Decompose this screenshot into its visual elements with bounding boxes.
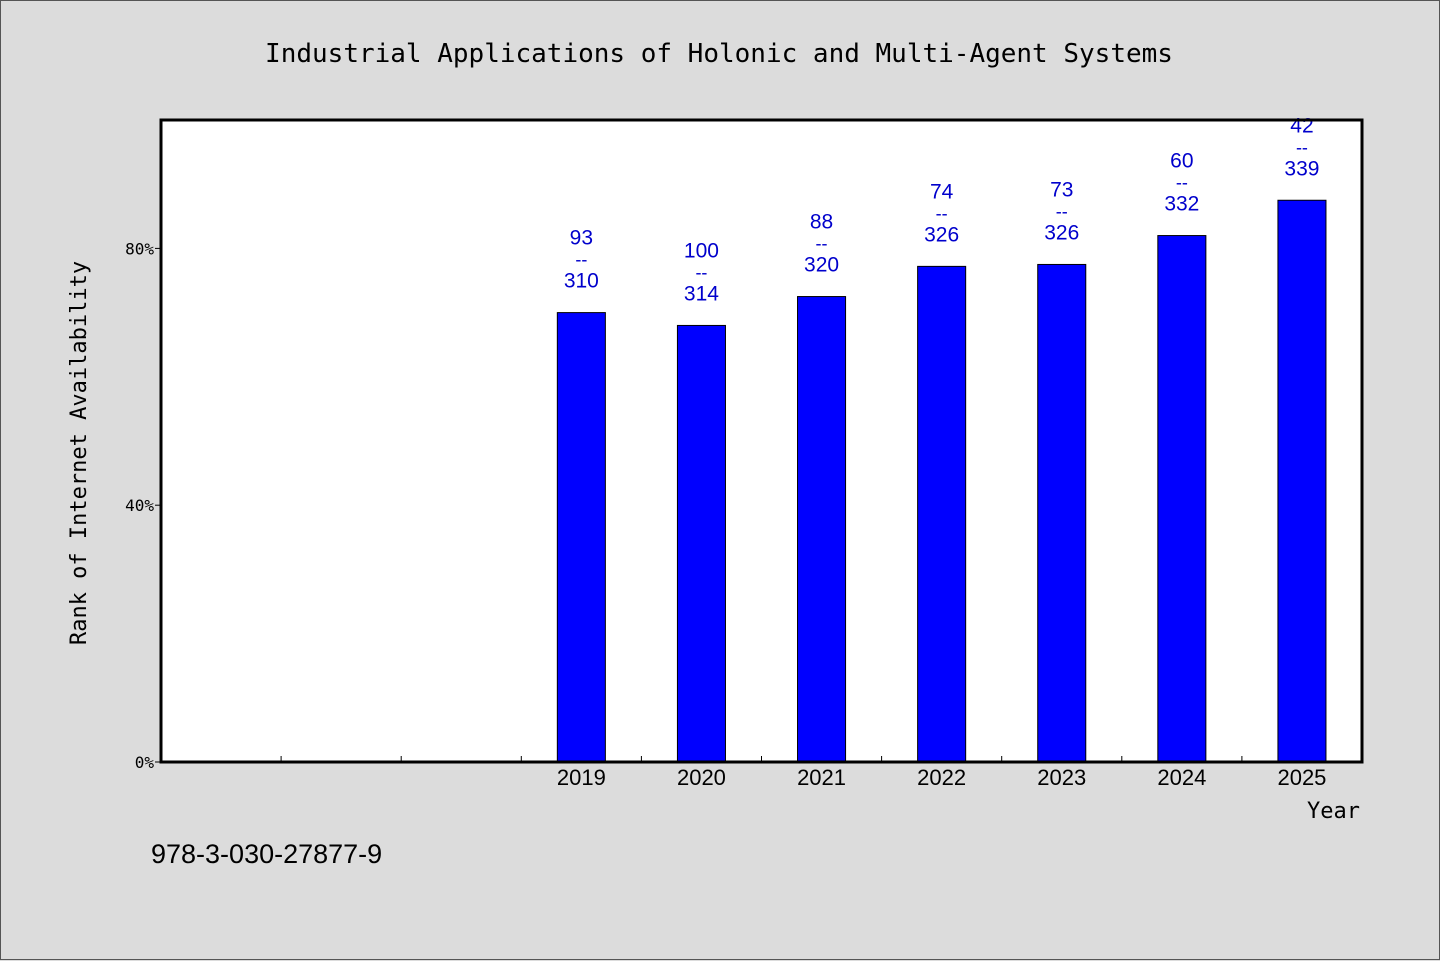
data-label-separator: -- — [1056, 201, 1068, 221]
bar — [1157, 235, 1207, 763]
bar — [676, 324, 726, 763]
data-label-value: 93 — [570, 227, 593, 250]
data-label-total: 310 — [564, 270, 599, 293]
data-label-total: 339 — [1284, 157, 1319, 180]
data-label-value: 74 — [930, 180, 954, 203]
x-tick-label: 2025 — [1277, 765, 1326, 790]
bar — [1037, 263, 1087, 763]
x-tick-label: 2022 — [917, 765, 966, 790]
data-label-value: 60 — [1170, 150, 1193, 173]
y-tick-label: 40% — [125, 496, 154, 515]
data-label-total: 326 — [924, 223, 959, 246]
x-tick-label: 2024 — [1157, 765, 1206, 790]
data-label-separator: -- — [936, 203, 948, 223]
x-tick-label: 2019 — [557, 765, 606, 790]
data-label-total: 326 — [1044, 221, 1079, 244]
data-label-total: 314 — [684, 282, 719, 305]
bar — [1277, 199, 1327, 763]
data-label-value: 42 — [1290, 114, 1313, 137]
axes-layer: 0% 40% 80% 2019 2020 2021 2022 2023 2024 2025 — [125, 239, 1326, 790]
bar — [556, 312, 606, 763]
data-label-separator: -- — [575, 250, 587, 270]
x-tick-label: 2021 — [797, 765, 846, 790]
data-label-separator: -- — [816, 234, 828, 254]
data-label-value: 88 — [810, 211, 833, 234]
data-label-separator: -- — [1296, 137, 1308, 157]
x-axis-label: Year — [1307, 799, 1360, 824]
bar — [917, 265, 967, 763]
bars-layer — [556, 199, 1327, 763]
data-label-value: 100 — [684, 239, 719, 262]
data-label-separator: -- — [695, 262, 707, 282]
x-tick-label: 2020 — [677, 765, 726, 790]
data-label-total: 332 — [1164, 193, 1199, 216]
y-tick-label: 80% — [125, 239, 154, 258]
data-labels-layer: 93--310100--31488--32074--32673--32660--… — [564, 114, 1320, 305]
y-tick-label: 0% — [135, 753, 155, 772]
data-label-total: 320 — [804, 254, 839, 277]
plot-border — [159, 118, 1364, 764]
isbn-footer: 978-3-030-27877-9 — [151, 839, 382, 869]
x-tick-label: 2023 — [1037, 765, 1086, 790]
data-label-separator: -- — [1176, 173, 1188, 193]
bar — [797, 296, 847, 763]
chart-title: Industrial Applications of Holonic and M… — [265, 39, 1173, 69]
y-axis-label: Rank of Internet Availability — [67, 261, 92, 645]
data-label-value: 73 — [1050, 178, 1073, 201]
